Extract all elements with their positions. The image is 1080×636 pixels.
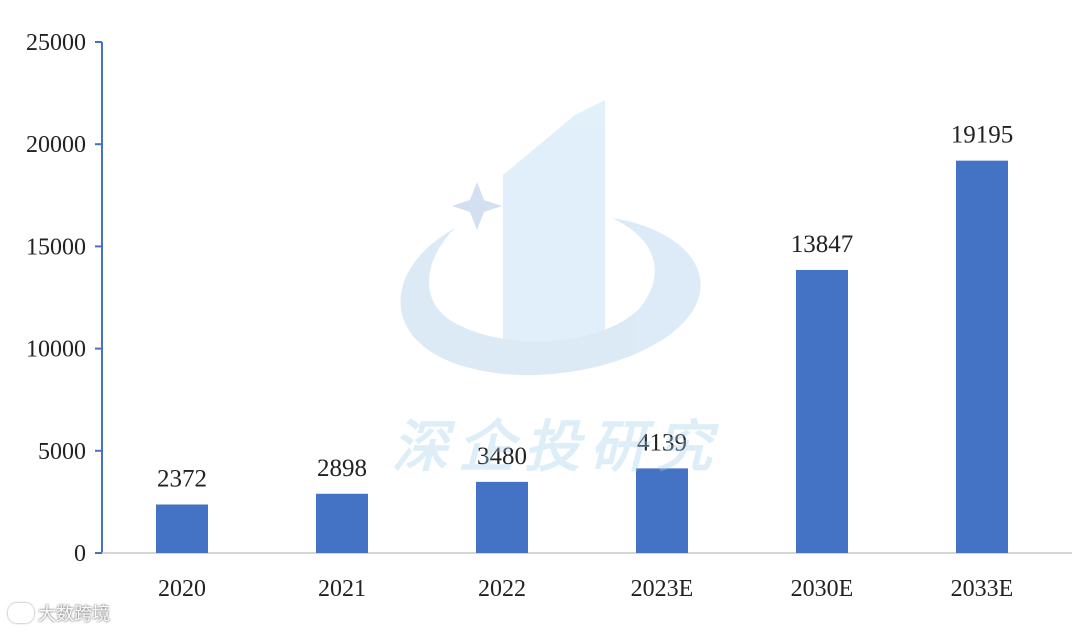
data-label: 2898 — [317, 455, 367, 482]
y-tick-label: 15000 — [26, 234, 86, 260]
bar — [796, 269, 848, 553]
bar — [316, 493, 368, 553]
chat-bubble-icon — [8, 603, 34, 623]
x-tick-label: 2021 — [318, 576, 366, 602]
y-tick-label: 5000 — [38, 439, 86, 465]
bar — [956, 160, 1008, 553]
bars — [156, 160, 1008, 553]
y-tick-label: 0 — [74, 541, 86, 567]
bar — [476, 481, 528, 553]
x-tick-label: 2033E — [951, 576, 1014, 602]
x-tick-label: 2030E — [791, 576, 854, 602]
y-tick-label: 25000 — [26, 30, 86, 56]
sparkle-icon — [452, 182, 502, 230]
data-label: 3480 — [477, 443, 527, 470]
logo-tower — [503, 100, 605, 350]
source-credit: 大数跨境 — [8, 600, 110, 626]
source-credit-text: 大数跨境 — [38, 604, 110, 625]
y-tick-label: 10000 — [26, 337, 86, 363]
x-tick-label: 2020 — [158, 576, 206, 602]
axes — [95, 41, 1072, 554]
bar — [636, 468, 688, 553]
x-tick-label: 2022 — [478, 576, 526, 602]
watermark-logo — [400, 100, 701, 376]
bar — [156, 504, 208, 553]
watermark-text: 深企投研究 — [392, 414, 722, 480]
data-label: 2372 — [157, 466, 207, 493]
data-labels: 2372 2898 3480 4139 13847 19195 — [157, 122, 1013, 493]
tick-labels: 0 5000 10000 15000 20000 25000 2020 2021 2022 202… — [26, 30, 1013, 602]
data-label: 19195 — [951, 122, 1014, 149]
x-tick-label: 2023E — [631, 576, 694, 602]
data-label: 13847 — [791, 231, 854, 258]
y-tick-label: 20000 — [26, 132, 86, 158]
logo-swoosh — [400, 218, 701, 376]
data-label: 4139 — [637, 429, 687, 456]
